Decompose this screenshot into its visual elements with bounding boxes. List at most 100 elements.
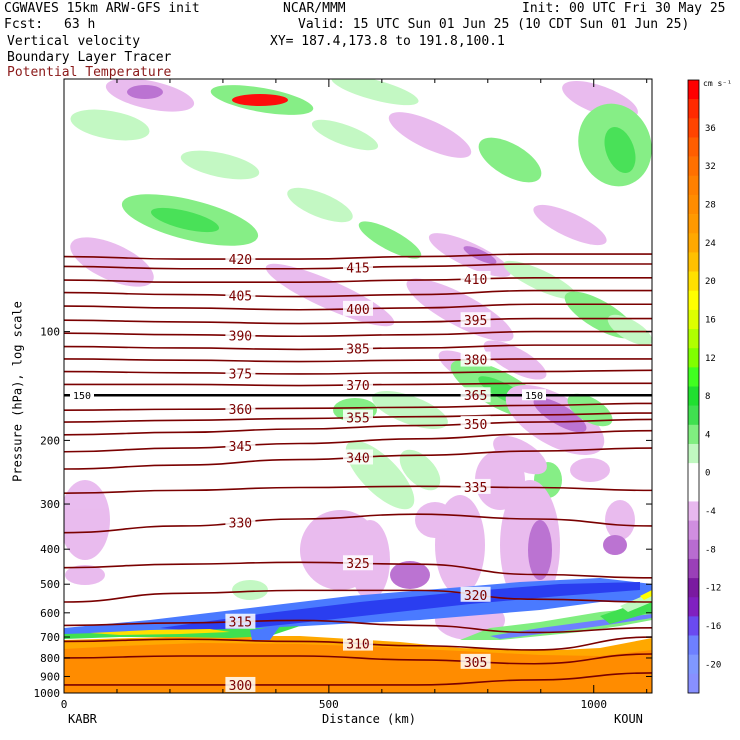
theta-label-420: 420 <box>229 253 252 268</box>
colorbar-swatch <box>688 597 699 617</box>
theta-label-335: 335 <box>464 481 487 496</box>
colorbar: 36 32 28 24 20 16 12 8 4 0 -4 -8 -12 -16 -20 <box>687 79 721 694</box>
theta-label-bg <box>225 251 256 267</box>
y-tick-label: 900 <box>40 670 60 683</box>
x-tick-label: 1000 <box>580 698 607 711</box>
theta-label-bg <box>460 478 491 494</box>
theta-label-bg <box>460 270 491 286</box>
colorbar-frame <box>687 79 700 694</box>
y-tick-label: 200 <box>40 434 60 447</box>
colorbar-tick-label: -12 <box>705 584 721 594</box>
theta-label-bg <box>343 376 373 392</box>
theta-label-bg <box>460 415 491 431</box>
model-title: CGWAVES 15km ARW-GFS init <box>4 1 200 16</box>
theta-label-bg <box>343 449 373 465</box>
colorbar-swatch <box>688 386 699 406</box>
theta-contour-350 <box>64 418 652 436</box>
theta-label-340: 340 <box>346 451 369 466</box>
potential-temperature-labels: 420 415 410 405 400 395 390 385 380 375 370 365 360 3… <box>70 251 546 694</box>
init-time: Init: 00 UTC Fri 30 May 25 <box>522 1 726 16</box>
colorbar-swatch <box>688 501 699 521</box>
theta-label-300: 300 <box>229 679 252 694</box>
colorbar-swatch <box>688 424 699 445</box>
y-tick-label: 500 <box>40 578 60 591</box>
y-axis-label: Pressure (hPa), log scale <box>10 301 25 482</box>
field-potential-temperature: Potential Temperature <box>7 65 172 80</box>
colorbar-tick-label: -16 <box>705 622 721 632</box>
theta-label-bg <box>225 400 256 416</box>
theta-label-bg <box>225 327 256 343</box>
theta-contour-380 <box>64 358 652 363</box>
colorbar-tick-label: 4 <box>705 430 710 440</box>
colorbar-swatch <box>688 329 699 349</box>
theta-label-365: 365 <box>464 389 487 404</box>
field-vertical-velocity: Vertical velocity <box>7 34 141 49</box>
theta-label-345: 345 <box>229 440 252 455</box>
theta-label-bg <box>343 555 373 571</box>
theta-label-bg <box>460 312 491 328</box>
theta-contour-410 <box>64 277 652 284</box>
theta-label-415: 415 <box>346 262 369 277</box>
theta-contour-335 <box>64 485 652 495</box>
colorbar-swatch <box>688 463 699 483</box>
colorbar-swatch <box>688 80 699 100</box>
theta-label-bg <box>343 259 373 275</box>
colorbar-swatch <box>688 654 699 675</box>
colorbar-tick-label: 28 <box>705 201 716 211</box>
theta-contour-330 <box>64 513 652 534</box>
colorbar-swatch <box>688 309 699 330</box>
theta-label-bg <box>343 409 373 425</box>
field-boundary-layer-tracer: Boundary Layer Tracer <box>7 50 172 65</box>
colorbar-swatch <box>688 137 699 157</box>
colorbar-units: cm s⁻¹ <box>703 79 732 88</box>
tropopause-label-bg <box>70 389 94 401</box>
theta-label-375: 375 <box>229 367 252 382</box>
colorbar-swatch <box>688 175 699 196</box>
theta-label-410: 410 <box>464 273 487 288</box>
theta-label-330: 330 <box>229 516 252 531</box>
theta-label-bg <box>225 437 256 453</box>
theta-contour-305 <box>64 653 652 665</box>
theta-contour-390 <box>64 330 652 338</box>
theta-label-325: 325 <box>346 557 369 572</box>
forecast-hour: 63 h <box>64 17 96 32</box>
theta-label-bg <box>343 635 373 651</box>
colorbar-swatch <box>688 443 699 464</box>
theta-label-bg <box>225 514 256 530</box>
valid-time: Valid: 15 UTC Sun 01 Jun 25 (10 CDT Sun … <box>298 17 690 32</box>
colorbar-swatch <box>688 578 699 598</box>
x-axis-label: Distance (km) <box>322 712 416 726</box>
y-tick-label: 800 <box>40 652 60 665</box>
theta-label-400: 400 <box>346 303 369 318</box>
colorbar-tick-label: 36 <box>705 124 716 134</box>
y-tick-label: 1000 <box>34 687 61 700</box>
tropopause-label-bg <box>522 389 546 401</box>
theta-label-bg <box>225 613 256 629</box>
theta-label-385: 385 <box>346 343 369 358</box>
plot-frame <box>63 78 653 694</box>
colorbar-swatch <box>688 616 699 636</box>
theta-label-360: 360 <box>229 403 252 418</box>
theta-label-bg <box>460 586 491 602</box>
colorbar-swatch <box>688 673 699 694</box>
cross-section-coords: XY= 187.4,173.8 to 191.8,100.1 <box>270 34 505 49</box>
colorbar-swatch <box>688 156 699 177</box>
theta-label-395: 395 <box>464 314 487 329</box>
colorbar-swatch <box>688 367 699 387</box>
theta-contour-345 <box>64 429 652 453</box>
colorbar-swatch <box>688 290 699 311</box>
colorbar-swatch <box>688 271 699 292</box>
boundary-layer-shading <box>64 578 652 693</box>
colorbar-tick-label: 12 <box>705 354 716 364</box>
colorbar-swatch <box>688 482 699 502</box>
theta-label-390: 390 <box>229 329 252 344</box>
theta-label-bg <box>460 387 491 403</box>
theta-label-310: 310 <box>346 638 369 653</box>
theta-label-bg <box>460 351 491 367</box>
x-tick-label: 500 <box>319 698 339 711</box>
colorbar-tick-label: 16 <box>705 315 716 325</box>
theta-label-bg <box>225 365 256 381</box>
theta-label-370: 370 <box>346 379 369 394</box>
theta-label-305: 305 <box>464 656 487 671</box>
